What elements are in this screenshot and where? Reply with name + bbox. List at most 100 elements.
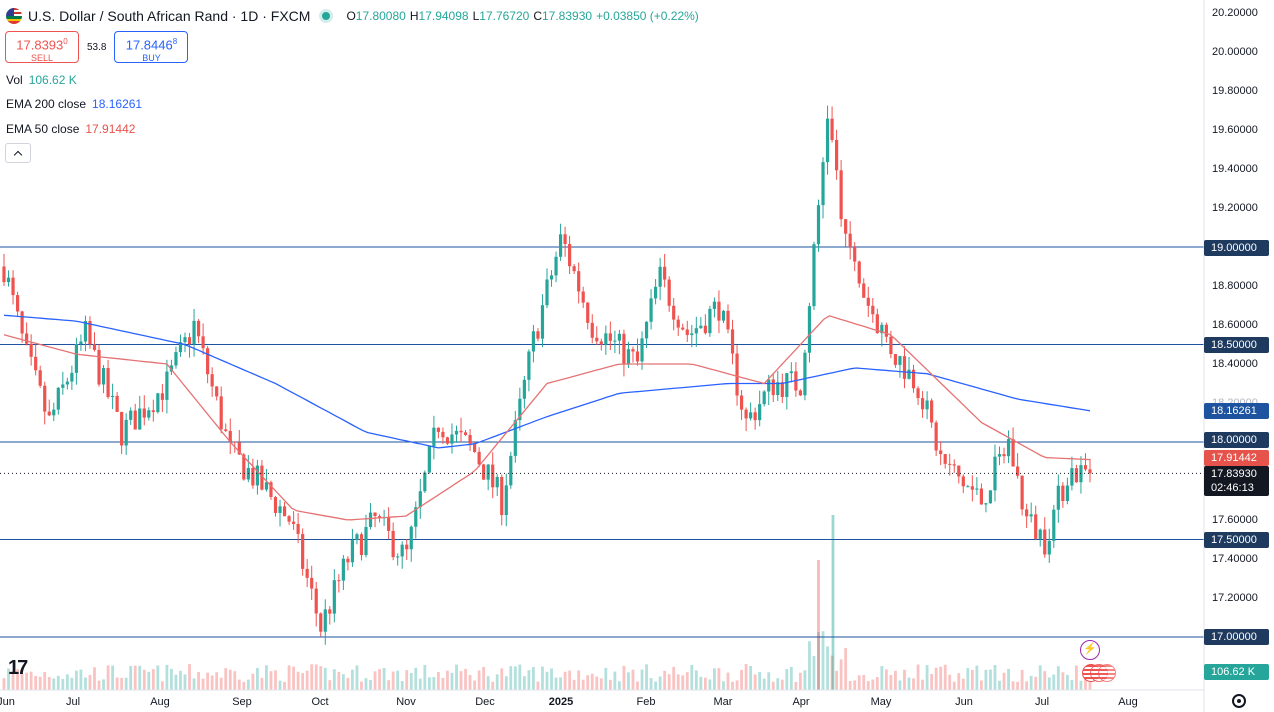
volume-bar xyxy=(948,674,952,690)
volume-bar xyxy=(310,664,314,690)
volume-bar xyxy=(84,677,87,690)
volume-bar xyxy=(52,678,56,690)
candle-body xyxy=(1034,514,1038,539)
volume-bar xyxy=(251,673,255,690)
candle-body xyxy=(292,521,296,524)
candlesticks xyxy=(2,105,1092,645)
candle-body xyxy=(635,351,640,362)
volume-bar xyxy=(970,669,974,690)
volume-bar xyxy=(794,681,798,690)
month-tick: May xyxy=(870,696,892,708)
level-tag-17: 17.00000 xyxy=(1204,629,1269,645)
candle-body xyxy=(1006,439,1011,457)
volume-bar xyxy=(663,670,667,690)
ema50-legend[interactable]: EMA 50 close 17.91442 xyxy=(6,122,135,136)
candle-body xyxy=(595,337,599,342)
volume-legend[interactable]: Vol 106.62 K xyxy=(6,73,77,87)
buy-button[interactable]: 17.84468 BUY xyxy=(114,31,189,63)
ema200-legend[interactable]: EMA 200 close 18.16261 xyxy=(6,97,142,111)
candle-body xyxy=(364,526,368,556)
candle-body xyxy=(296,523,300,534)
price-tick: 17.40000 xyxy=(1212,553,1258,565)
volume-bar xyxy=(1043,671,1047,690)
sell-button[interactable]: 17.83930 SELL xyxy=(5,31,79,63)
ema200-tag: 18.16261 xyxy=(1204,403,1269,419)
candle-body xyxy=(979,488,983,505)
candle-body xyxy=(536,331,540,339)
candle-body xyxy=(445,437,450,444)
tradingview-logo-icon[interactable]: 17 xyxy=(8,657,28,679)
settings-icon[interactable] xyxy=(1232,694,1246,708)
candle-body xyxy=(1047,540,1051,555)
volume-bar xyxy=(504,676,508,690)
symbol-title[interactable]: U.S. Dollar / South African Rand · 1D · … xyxy=(28,8,311,24)
ohlc-readout: O17.80080 H17.94098 L17.76720 C17.83930 … xyxy=(346,9,698,23)
last-price-value: 17.83930 xyxy=(1211,468,1257,480)
candle-body xyxy=(902,356,907,379)
candle-body xyxy=(459,430,463,433)
symbol-header: U.S. Dollar / South African Rand · 1D · … xyxy=(6,6,699,26)
candle-body xyxy=(925,400,929,410)
candle-body xyxy=(803,352,807,396)
month-tick: Jul xyxy=(65,696,81,708)
volume-bar xyxy=(305,670,309,690)
volume-bar xyxy=(817,632,820,690)
volume-bar xyxy=(256,668,259,690)
volume-bar xyxy=(1052,674,1056,690)
candle-body xyxy=(491,464,495,488)
candle-body xyxy=(38,370,42,386)
candle-body xyxy=(568,244,572,267)
volume-bar xyxy=(989,669,992,690)
candle-body xyxy=(504,485,508,516)
candle-body xyxy=(694,328,698,334)
ema200-legend-name: EMA 200 close xyxy=(6,97,87,111)
us-flag-icon[interactable] xyxy=(1098,664,1116,682)
volume-bar xyxy=(219,677,223,690)
volume-bar xyxy=(301,673,305,690)
candle-body xyxy=(730,329,735,354)
candle-body xyxy=(215,386,219,397)
candle-body xyxy=(717,301,721,321)
volume-bar xyxy=(138,665,142,690)
volume-bar xyxy=(681,675,685,690)
open-value: 17.80080 xyxy=(355,9,406,23)
candle-body xyxy=(563,234,567,245)
candle-body xyxy=(473,443,477,452)
candle-body xyxy=(20,311,24,334)
volume-bars xyxy=(2,515,1092,690)
collapse-legend-button[interactable] xyxy=(5,143,31,163)
candle-body xyxy=(405,544,409,550)
candle-body xyxy=(586,302,590,323)
candle-body xyxy=(780,382,784,398)
candle-body xyxy=(133,410,137,430)
candle-body xyxy=(961,476,965,487)
candle-body xyxy=(350,540,355,563)
volume-bar xyxy=(554,677,558,690)
volume-bar xyxy=(812,655,816,690)
volume-bar xyxy=(482,666,486,690)
candle-body xyxy=(644,321,649,339)
candle-body xyxy=(703,325,707,334)
candle-body xyxy=(115,395,119,412)
candle-body xyxy=(138,408,142,430)
volume-bar xyxy=(450,672,454,690)
sell-price: 17.8393 xyxy=(16,37,64,53)
volume-bar xyxy=(513,666,517,690)
volume-bar xyxy=(246,679,250,690)
volume-bar xyxy=(925,665,929,690)
candle-body xyxy=(911,369,916,389)
flag-icon xyxy=(6,8,22,24)
candle-body xyxy=(418,491,422,508)
candle-body xyxy=(866,297,870,306)
volume-bar xyxy=(233,671,237,690)
candle-body xyxy=(577,271,581,292)
lightning-icon[interactable]: ⚡ xyxy=(1080,640,1100,660)
volume-bar xyxy=(753,674,757,690)
candle-body xyxy=(47,411,51,416)
volume-bar xyxy=(613,671,617,690)
candle-body xyxy=(889,336,893,355)
volume-bar xyxy=(1075,665,1078,690)
candle-body xyxy=(414,507,418,527)
volume-bar xyxy=(622,665,626,690)
